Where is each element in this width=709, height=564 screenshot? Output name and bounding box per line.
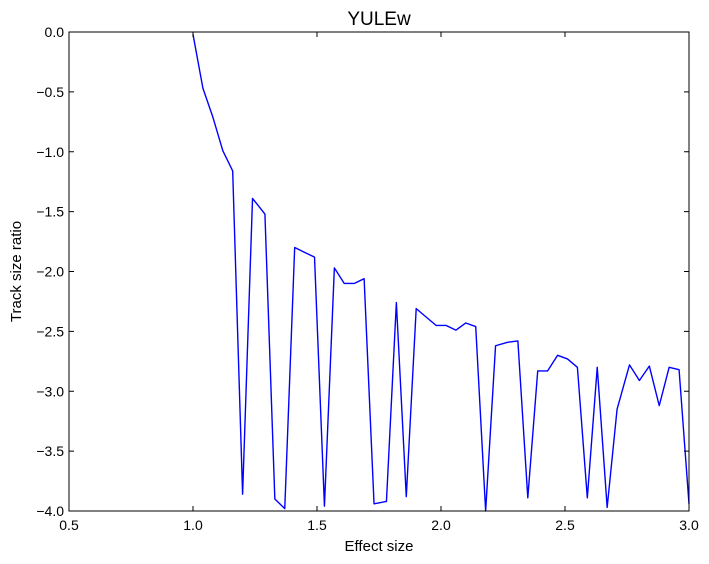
y-tick-label: −3.0	[36, 383, 64, 399]
y-tick-label: −3.5	[36, 443, 64, 459]
x-tick-label: 2.5	[555, 517, 575, 533]
plot-frame	[68, 31, 690, 512]
x-tick-label: 0.5	[59, 517, 79, 533]
series-line	[192, 34, 690, 512]
y-tick-label: −2.0	[36, 264, 64, 280]
y-tick-label: −1.0	[36, 144, 64, 160]
y-axis-label: Track size ratio	[8, 221, 25, 322]
x-tick-label: 1.0	[183, 517, 203, 533]
x-tick-label: 2.0	[431, 517, 451, 533]
series-layer	[192, 34, 690, 512]
y-tick-label: −2.5	[36, 323, 64, 339]
y-tick-label: 0.0	[45, 24, 65, 40]
ticks-layer: 0.5 1.0 1.5 2.0 2.5 3.0 0.0 −0.5 −1.0 −1.5 −2.0 −2.…	[36, 24, 699, 533]
y-tick-label: −0.5	[36, 84, 64, 100]
y-tick-label: −4.0	[36, 503, 64, 519]
x-axis-label: Effect size	[345, 538, 414, 555]
x-tick-label: 3.0	[679, 517, 699, 533]
chart-title: YULEw	[347, 9, 411, 30]
x-tick-label: 1.5	[307, 517, 327, 533]
y-tick-label: −1.5	[36, 204, 64, 220]
